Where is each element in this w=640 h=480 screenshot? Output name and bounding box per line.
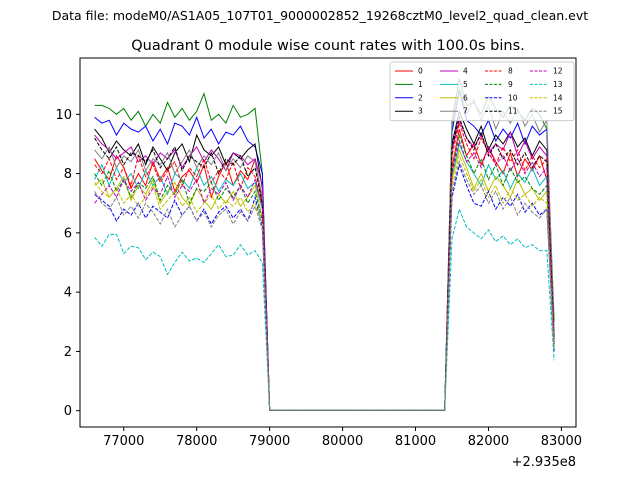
legend-label-14: 14 <box>553 93 563 102</box>
y-tick-label: 8 <box>64 167 72 182</box>
legend-label-3: 3 <box>418 107 423 116</box>
chart-title: Quadrant 0 module wise count rates with … <box>131 38 525 54</box>
y-tick-label: 4 <box>64 286 72 301</box>
series-line-13 <box>94 207 555 411</box>
x-axis: 77000 78000 79000 80000 81000 82000 83000 <box>103 427 582 449</box>
y-tick-label: 2 <box>64 345 72 360</box>
legend-label-15: 15 <box>553 107 563 116</box>
x-tick-label: 80000 <box>322 434 363 449</box>
series-line-10 <box>94 162 555 411</box>
legend-label-12: 12 <box>553 67 563 76</box>
y-tick-label: 6 <box>64 226 72 241</box>
series-line-8 <box>94 121 555 411</box>
legend-label-7: 7 <box>463 107 468 116</box>
y-tick-label: 10 <box>55 108 72 123</box>
x-tick-label: 83000 <box>541 434 582 449</box>
series-layer <box>94 78 555 411</box>
x-tick-label: 78000 <box>176 434 217 449</box>
legend-label-5: 5 <box>463 80 468 89</box>
legend-label-9: 9 <box>508 80 513 89</box>
x-axis-offset-label: +2.935e8 <box>512 455 576 470</box>
y-tick-label: 0 <box>64 404 72 419</box>
axes-frame <box>79 57 577 428</box>
legend-label-2: 2 <box>418 93 423 102</box>
legend-box <box>389 61 575 122</box>
x-tick-label: 79000 <box>249 434 290 449</box>
figure-suptitle: Data file: modeM0/AS1A05_107T01_90000028… <box>52 8 588 23</box>
y-axis: 0 2 4 6 8 10 <box>55 108 80 419</box>
legend-label-4: 4 <box>463 67 468 76</box>
legend-label-1: 1 <box>418 80 423 89</box>
series-line-15 <box>94 160 555 411</box>
legend-label-11: 11 <box>508 107 518 116</box>
x-tick-label: 81000 <box>395 434 436 449</box>
legend-label-10: 10 <box>508 93 518 102</box>
legend-label-8: 8 <box>508 67 513 76</box>
legend-label-6: 6 <box>463 93 468 102</box>
legend-label-13: 13 <box>553 80 563 89</box>
x-tick-label: 82000 <box>468 434 509 449</box>
series-line-14 <box>94 154 555 411</box>
legend-label-0: 0 <box>418 67 423 76</box>
x-tick-label: 77000 <box>103 434 144 449</box>
